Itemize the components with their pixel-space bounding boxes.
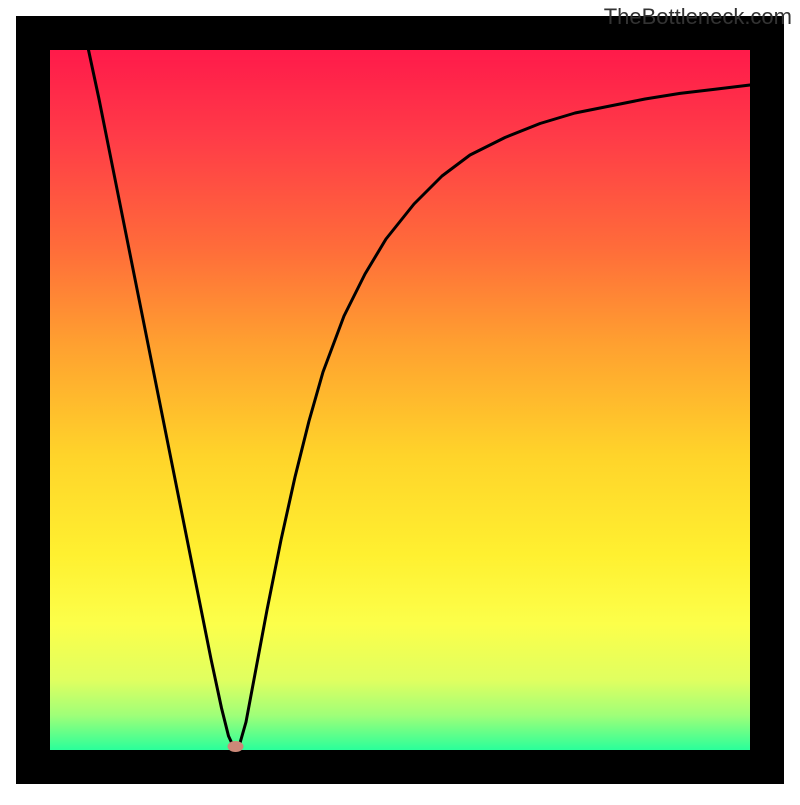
chart-svg	[0, 0, 800, 800]
chart-background	[50, 50, 750, 750]
optimal-point-marker	[228, 741, 244, 752]
attribution-text: TheBottleneck.com	[604, 4, 792, 30]
bottleneck-chart	[0, 0, 800, 800]
